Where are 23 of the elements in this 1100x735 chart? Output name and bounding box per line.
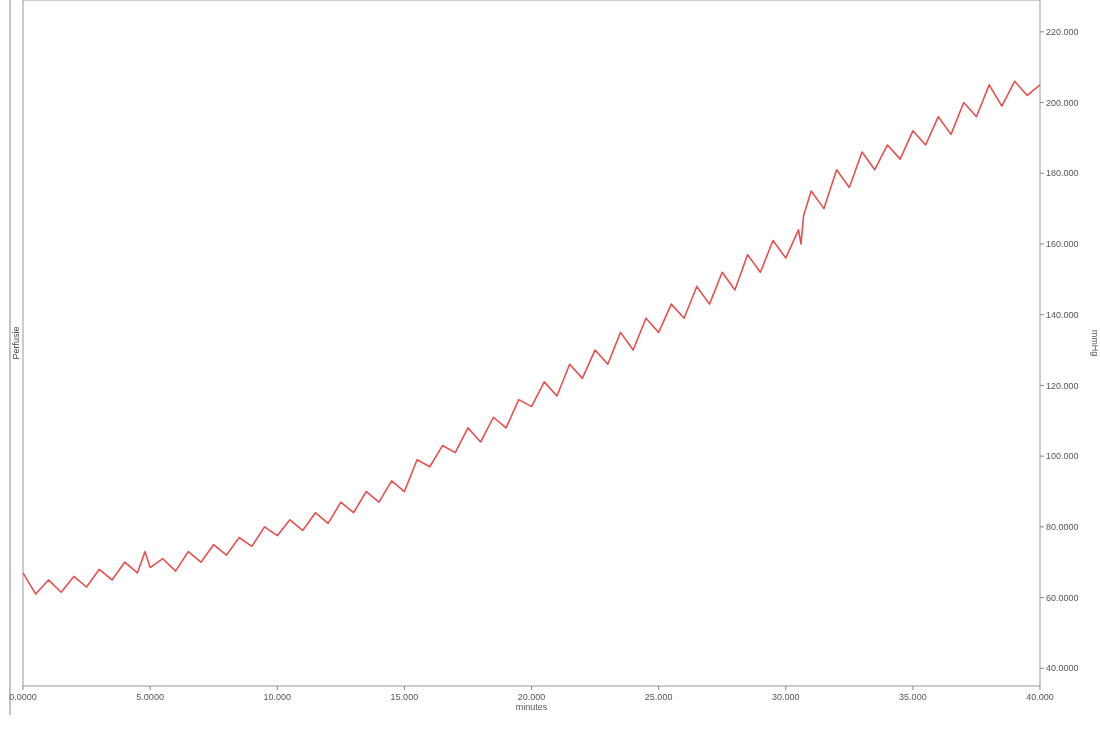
x-tick-label: 20.000 — [517, 692, 546, 702]
x-tick-label: 25.000 — [644, 692, 673, 702]
x-tick-label: 40.000 — [1026, 692, 1054, 702]
x-axis-title: minutes — [515, 702, 548, 712]
y2-tick-label: 160.000 — [1046, 239, 1079, 250]
x-tick-label: 35.000 — [899, 692, 927, 702]
y-axis-title: Perfusie — [11, 326, 21, 360]
x-tick-label: 30.000 — [771, 692, 800, 702]
x-tick-label: 5.0000 — [136, 692, 164, 702]
x-tick-label: 0.0000 — [9, 692, 37, 702]
y2-tick-label: 140.000 — [1046, 309, 1079, 320]
line-series — [22, 80, 1041, 595]
x-tick-label: 10.000 — [263, 692, 292, 702]
y2-tick-label: 220.000 — [1046, 26, 1079, 37]
y2-tick-label: 100.000 — [1046, 451, 1079, 462]
y2-tick-label: 60.0000 — [1046, 592, 1079, 603]
y2-tick-label: 120.000 — [1046, 380, 1079, 391]
y2-tick-label: 180.000 — [1046, 168, 1079, 179]
y2-axis-title: mmHg — [1090, 329, 1100, 357]
x-tick-label: 15.000 — [390, 692, 419, 702]
y2-tick-label: 40.0000 — [1046, 663, 1079, 674]
y2-tick-label: 200.000 — [1046, 97, 1079, 108]
y2-tick-label: 80.0000 — [1046, 522, 1079, 533]
